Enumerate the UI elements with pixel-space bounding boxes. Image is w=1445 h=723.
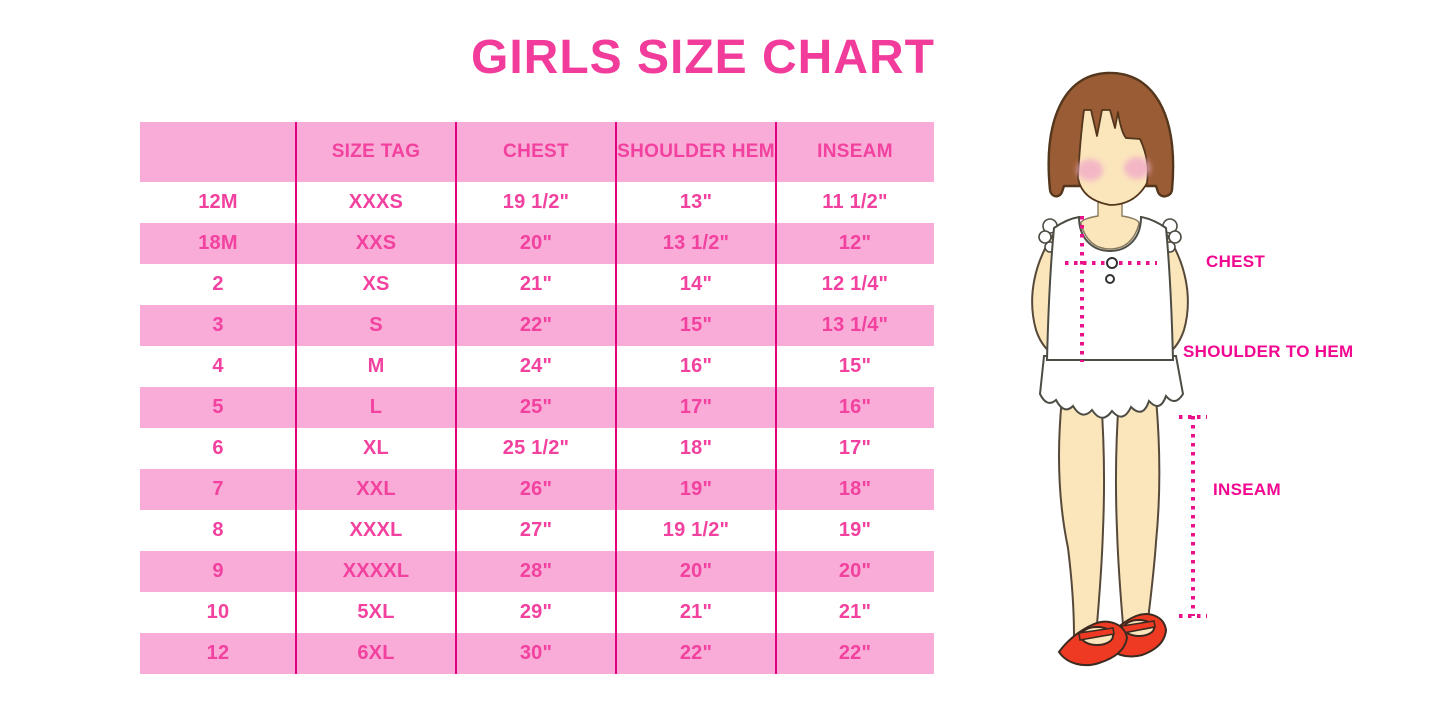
- table-row-18M-cell-2: 20": [519, 232, 553, 254]
- column-divider-3: [615, 122, 617, 674]
- table-row-2-cell-2: 21": [519, 273, 553, 295]
- table-row-4-cell-3: 16": [679, 355, 713, 377]
- table-row-10-cell-2: 29": [519, 601, 553, 623]
- table-row-12-cell-0: 12: [206, 642, 230, 664]
- table-row-3-cell-4: 13 1/4": [821, 314, 889, 336]
- table-row-9-cell-0: 9: [212, 560, 224, 582]
- table-row-5-cell-4: 16": [838, 396, 872, 418]
- chest-measure-label: CHEST: [1206, 252, 1266, 271]
- column-divider-2: [455, 122, 457, 674]
- table-row-18M-cell-4: 12": [838, 232, 872, 254]
- table-row-6-cell-4: 17": [838, 437, 872, 459]
- table-row-18M: 18M XXS 20" 13 1/2" 12": [140, 223, 934, 264]
- table-row-8-cell-2: 27": [519, 519, 553, 541]
- table-row-5-cell-0: 5: [212, 396, 224, 418]
- table-row-6-cell-0: 6: [212, 437, 224, 459]
- table-row-10-cell-1: 5XL: [357, 601, 395, 623]
- table-row-6-cell-3: 18": [679, 437, 713, 459]
- table-row-12M-cell-4: 11 1/2": [822, 191, 888, 213]
- column-divider-4: [775, 122, 777, 674]
- shoulder-to-hem-measure-label: SHOULDER TO HEM: [1183, 342, 1354, 361]
- table-row-7-cell-3: 19": [679, 478, 713, 500]
- girl-dress-buttons: [1105, 257, 1118, 284]
- table-header-row: SIZE TAG CHEST SHOULDER HEM INSEAM: [140, 122, 934, 182]
- table-row-8-cell-0: 8: [212, 519, 224, 541]
- table-row-5-cell-1: L: [369, 396, 383, 418]
- table-row-3: 3 S 22" 15" 13 1/4": [140, 305, 934, 346]
- table-row-10: 10 5XL 29" 21" 21": [140, 592, 934, 633]
- table-header-row-cell-4: INSEAM: [817, 141, 893, 162]
- table-row-10-cell-4: 21": [838, 601, 872, 623]
- table-row-10-cell-3: 21": [679, 601, 713, 623]
- table-header-row-cell-1: SIZE TAG: [331, 141, 421, 162]
- table-row-8-cell-4: 19": [838, 519, 872, 541]
- girls-size-table: SIZE TAG CHEST SHOULDER HEM INSEAM 12M XXXS 19…: [140, 122, 934, 674]
- girl-face: [1077, 109, 1149, 206]
- table-row-5: 5 L 25" 17" 16": [140, 387, 934, 428]
- table-row-12M-cell-2: 19 1/2": [502, 191, 570, 213]
- table-row-3-cell-3: 15": [679, 314, 713, 336]
- table-row-12M-cell-0: 12M: [198, 191, 238, 213]
- table-row-3-cell-2: 22": [519, 314, 553, 336]
- inseam-measure-label: INSEAM: [1213, 480, 1281, 499]
- girl-skirt-ruffle: [1038, 355, 1185, 419]
- table-header-row-cell-2: CHEST: [503, 141, 569, 162]
- table-row-2-cell-4: 12 1/4": [821, 273, 889, 295]
- table-row-12-cell-4: 22": [838, 642, 872, 664]
- table-row-6-cell-2: 25 1/2": [502, 437, 570, 459]
- column-divider-1: [295, 122, 297, 674]
- page-title: GIRLS SIZE CHART: [470, 31, 935, 84]
- table-row-4: 4 M 24" 16" 15": [140, 346, 934, 387]
- table-row-12-cell-1: 6XL: [357, 642, 395, 664]
- table-row-12: 12 6XL 30" 22" 22": [140, 633, 934, 674]
- table-row-5-cell-2: 25": [519, 396, 553, 418]
- girl-right-leg: [1114, 397, 1161, 637]
- table-row-12M-cell-3: 13": [679, 191, 713, 213]
- table-header-row-cell-0: [140, 122, 296, 182]
- table-row-9-cell-1: XXXXL: [342, 560, 410, 582]
- table-row-4-cell-4: 15": [838, 355, 872, 377]
- table-row-12M: 12M XXXS 19 1/2" 13" 11 1/2": [140, 182, 934, 223]
- table-row-7-cell-1: XXL: [356, 478, 396, 500]
- girl-shoes: [1057, 613, 1168, 667]
- girl-left-leg: [1058, 397, 1106, 637]
- table-row-9-cell-2: 28": [519, 560, 553, 582]
- table-row-9-cell-4: 20": [838, 560, 872, 582]
- table-row-8-cell-3: 19 1/2": [662, 519, 730, 541]
- table-row-7-cell-0: 7: [212, 478, 224, 500]
- table-row-18M-cell-3: 13 1/2": [662, 232, 730, 254]
- table-row-2-cell-3: 14": [679, 273, 713, 295]
- table-row-6-cell-1: XL: [363, 437, 389, 459]
- girl-blush: [1077, 157, 1150, 181]
- table-row-12-cell-2: 30": [519, 642, 553, 664]
- table-row-7: 7 XXL 26" 19" 18": [140, 469, 934, 510]
- table-row-12-cell-3: 22": [679, 642, 713, 664]
- girl-dress-bodice: [1045, 215, 1175, 361]
- table-row-10-cell-0: 10: [206, 601, 230, 623]
- girl-neck: [1080, 189, 1140, 250]
- girl-illustration: [1031, 71, 1207, 667]
- table-row-4-cell-1: M: [367, 355, 385, 377]
- table-row-4-cell-0: 4: [212, 355, 224, 377]
- table-row-18M-cell-0: 18M: [198, 232, 238, 254]
- table-row-8-cell-1: XXXL: [349, 519, 403, 541]
- table-header-row-cell-3: SHOULDER HEM: [617, 141, 775, 162]
- table-row-2-cell-0: 2: [212, 273, 224, 295]
- table-row-4-cell-2: 24": [519, 355, 553, 377]
- table-row-2: 2 XS 21" 14" 12 1/4": [140, 264, 934, 305]
- table-row-7-cell-4: 18": [838, 478, 872, 500]
- table-row-8: 8 XXXL 27" 19 1/2" 19": [140, 510, 934, 551]
- table-row-9-cell-3: 20": [679, 560, 713, 582]
- table-row-9: 9 XXXXL 28" 20" 20": [140, 551, 934, 592]
- table-row-6: 6 XL 25 1/2" 18" 17": [140, 428, 934, 469]
- table-row-7-cell-2: 26": [519, 478, 553, 500]
- table-row-18M-cell-1: XXS: [355, 232, 397, 254]
- table-row-3-cell-0: 3: [212, 314, 224, 336]
- table-row-5-cell-3: 17": [679, 396, 713, 418]
- table-row-3-cell-1: S: [369, 314, 383, 336]
- table-row-12M-cell-1: XXXS: [348, 191, 404, 213]
- table-row-2-cell-1: XS: [362, 273, 390, 295]
